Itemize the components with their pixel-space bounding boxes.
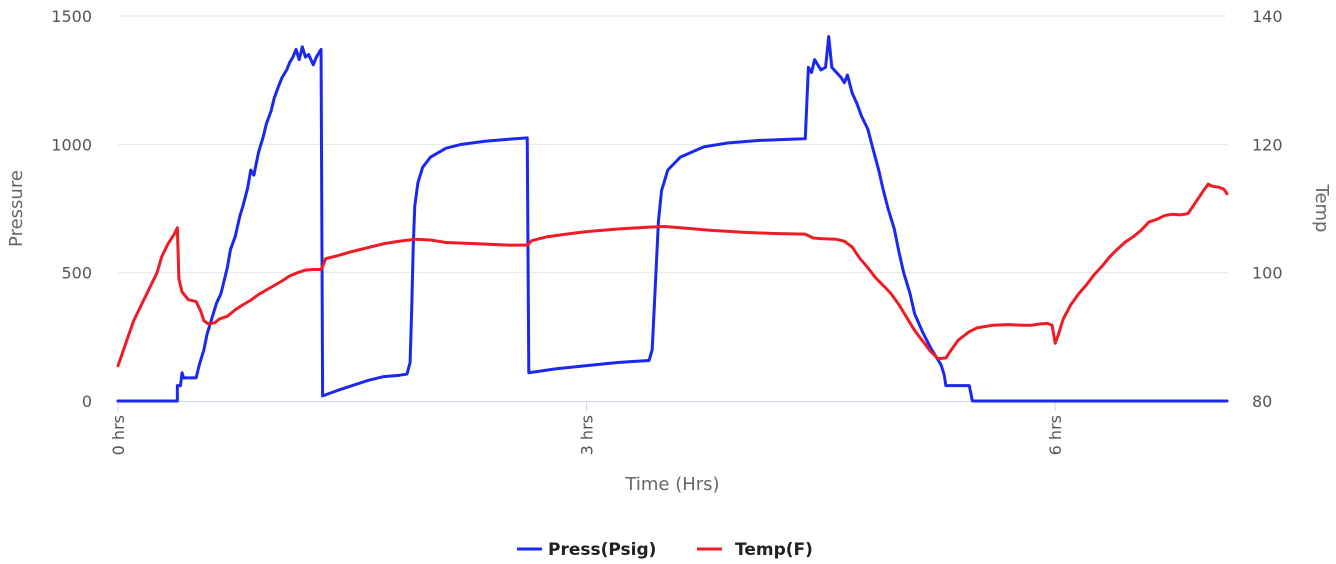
x-tick-label: 6 hrs	[1046, 415, 1065, 455]
y-right-tick-label: 80	[1252, 392, 1272, 411]
y-left-tick-label: 1500	[51, 7, 92, 26]
legend-item-temp[interactable]: Temp(F)	[697, 540, 813, 560]
legend-item-press[interactable]: Press(Psig)	[517, 540, 656, 560]
x-axis-ticks: 0 hrs 3 hrs 6 hrs	[109, 401, 1065, 455]
x-axis-title: Time (Hrs)	[624, 474, 719, 495]
series-line-press[interactable]	[116, 35, 1229, 403]
legend-label-temp: Temp(F)	[735, 540, 813, 560]
y-right-tick-label: 100	[1252, 264, 1283, 283]
y-axis-right-title: Temp	[1311, 184, 1332, 233]
series-line-temp[interactable]	[116, 182, 1229, 368]
right-axis-ticks: 80 100 120 140	[1252, 7, 1283, 411]
y-left-tick-label: 0	[82, 392, 92, 411]
y-right-tick-label: 140	[1252, 7, 1283, 26]
x-tick-label: 0 hrs	[109, 415, 128, 455]
legend: Press(Psig) Temp(F)	[517, 540, 813, 560]
x-tick-label: 3 hrs	[578, 415, 597, 455]
gridlines	[118, 15, 1227, 274]
legend-label-press: Press(Psig)	[548, 540, 656, 560]
y-axis-left-title: Pressure	[6, 170, 27, 247]
y-right-tick-label: 120	[1252, 135, 1283, 154]
y-left-tick-label: 1000	[51, 135, 92, 154]
y-left-tick-label: 500	[61, 264, 92, 283]
left-axis-ticks: 0 500 1000 1500	[51, 7, 92, 411]
series-layer	[116, 35, 1229, 403]
